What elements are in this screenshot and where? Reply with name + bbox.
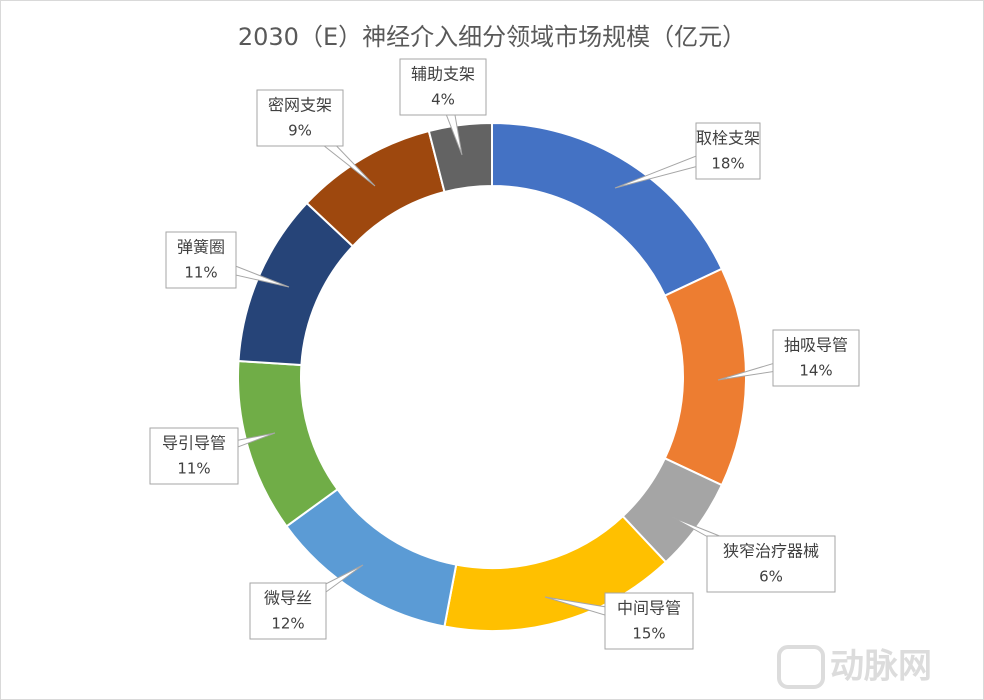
callout: 抽吸导管 14% (717, 329, 860, 387)
data-label-name: 导引导管 (162, 434, 226, 453)
callout: 密网支架 9% (256, 89, 376, 187)
data-label-name: 微导丝 (264, 589, 312, 608)
callout-box (399, 58, 487, 116)
data-label-name: 弹簧圈 (177, 238, 225, 257)
callout-box (772, 329, 860, 387)
data-label-name: 辅助支架 (411, 65, 475, 84)
data-label-name: 狭窄治疗器械 (723, 542, 819, 561)
data-label-value: 11% (177, 460, 210, 478)
callout: 辅助支架 4% (399, 58, 487, 156)
callout: 导引导管 11% (149, 427, 276, 485)
callout: 弹簧圈 11% (165, 231, 290, 289)
data-label-value: 15% (632, 625, 665, 643)
plot: 取栓支架 18% 抽吸导管 14% 狭窄治疗器械 6% 中间导管 15% 微导丝 12% 导引导管 1… (149, 58, 860, 650)
callout: 狭窄治疗器械 6% (671, 516, 836, 593)
watermark-logo (777, 645, 825, 689)
callout-box (695, 122, 761, 180)
data-label-value: 4% (431, 91, 455, 109)
callout-box (604, 592, 694, 650)
watermark: 动脉网 (830, 647, 932, 687)
data-label-value: 12% (271, 615, 304, 633)
data-label-name: 取栓支架 (696, 129, 760, 148)
data-label-name: 中间导管 (617, 599, 681, 618)
data-label-value: 18% (711, 155, 744, 173)
callout: 取栓支架 18% (614, 122, 761, 189)
chart-title: 2030（E）神经介入细分领域市场规模（亿元） (238, 23, 746, 51)
callout: 中间导管 15% (544, 592, 694, 650)
data-label-value: 6% (759, 568, 783, 586)
callout-box (249, 582, 327, 640)
callout-box (706, 535, 836, 593)
callout: 微导丝 12% (249, 564, 364, 640)
data-label-value: 9% (288, 122, 312, 140)
donut-segment (427, 121, 493, 194)
data-label-name: 密网支架 (268, 96, 332, 115)
data-label-value: 14% (799, 362, 832, 380)
callout-box (149, 427, 239, 485)
callout-box (165, 231, 237, 289)
data-label-name: 抽吸导管 (784, 336, 848, 355)
callout-box (256, 89, 344, 147)
data-label-value: 11% (184, 264, 217, 282)
